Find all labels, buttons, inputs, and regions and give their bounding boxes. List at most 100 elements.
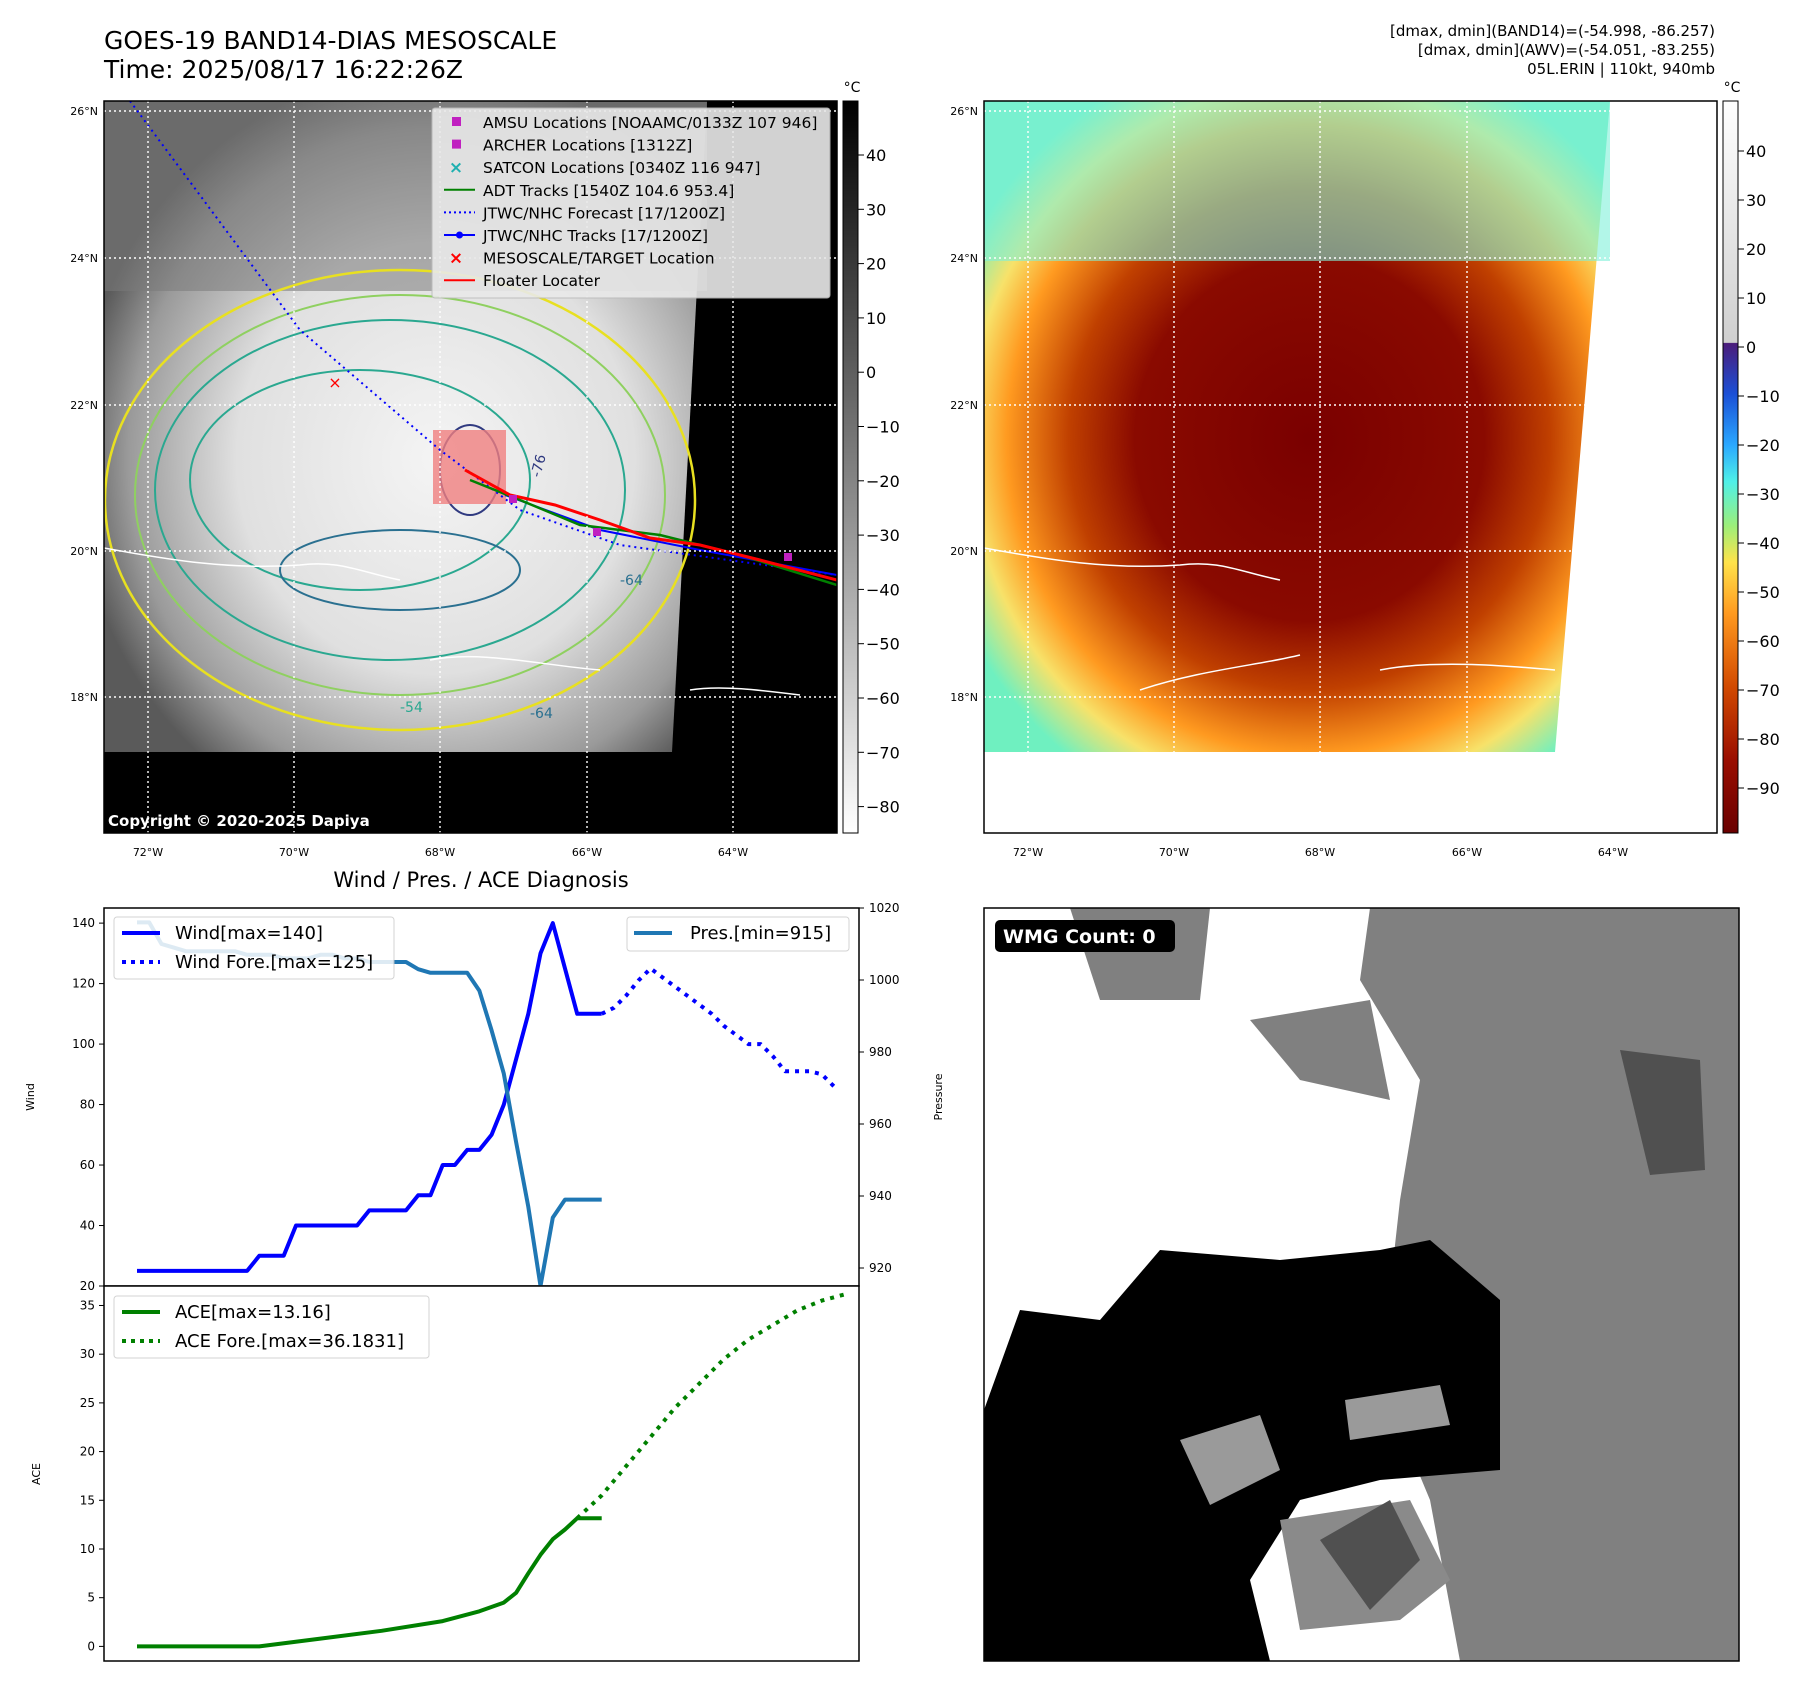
figure-title: GOES-19 BAND14-DIAS MESOSCALE Time: 2025…	[104, 26, 557, 84]
pressure-axis-label: Pressure	[932, 1073, 945, 1120]
color-tick-label-6: −20	[1746, 436, 1780, 455]
wmg-count-label: WMG Count: 0	[1003, 926, 1156, 948]
legend-label-4: JTWC/NHC Forecast [17/1200Z]	[482, 204, 725, 222]
contour-label-3: -54	[400, 700, 423, 716]
wind-axis-label: Wind	[24, 1083, 37, 1111]
wind-ytick-label-4: 100	[72, 1037, 95, 1051]
lat-label-20: 20°N	[70, 545, 98, 558]
color-tick-label-5: −10	[1746, 387, 1780, 406]
ace-fore-legend-label: ACE Fore.[max=36.1831]	[175, 1331, 404, 1352]
gray-tick-label-5: −10	[866, 418, 900, 437]
lon2-label-68: 68°W	[1305, 846, 1335, 859]
gray-tick-label-9: −50	[866, 635, 900, 654]
color-tick-label-4: 0	[1746, 338, 1756, 357]
lon-label-64: 64°W	[718, 846, 748, 859]
legend-marker-2: ×	[449, 158, 463, 178]
lon2-label-72: 72°W	[1013, 846, 1043, 859]
floater-track	[464, 468, 837, 582]
upper-band-color	[984, 101, 1610, 261]
gray-tick-label-4: 0	[866, 363, 876, 382]
ace-ytick-label-2: 10	[80, 1542, 95, 1556]
contour-label-4: -64	[530, 706, 553, 722]
pres-ytick-label-2: 960	[869, 1117, 892, 1131]
legend-label-5: JTWC/NHC Tracks [17/1200Z]	[482, 227, 708, 245]
legend-label-7: Floater Locater	[483, 272, 601, 290]
wind-legend-label: Wind[max=140]	[175, 923, 323, 944]
color-tick-label-12: −80	[1746, 730, 1780, 749]
pres-ytick-label-5: 1020	[869, 901, 900, 915]
legend-label-6: MESOSCALE/TARGET Location	[483, 250, 715, 268]
ace-chart: 0 5 10 15 20 25 30 35 ACE ACE[max=13.16] ACE Fo…	[30, 1285, 860, 1662]
stats-line-3: 05L.ERIN | 110kt, 940mb	[1527, 60, 1715, 78]
gray-colorbar-unit: °C	[844, 80, 861, 96]
copyright-label: Copyright © 2020-2025 Dapiya	[108, 812, 370, 830]
wind-series-0	[137, 921, 602, 1273]
map-frame-color	[983, 100, 1718, 834]
pres-ytick-label-4: 1000	[869, 973, 900, 987]
coastline-gray	[104, 547, 801, 696]
lat2-label-18: 18°N	[950, 691, 978, 704]
wind-series-1	[600, 966, 836, 1088]
map2-axis-labels: 26°N 24°N 22°N 20°N 18°N 72°W 70°W 68°W …	[950, 105, 1628, 859]
ace-ytick-label-7: 35	[80, 1298, 95, 1312]
pres-ytick-label-0: 920	[869, 1261, 892, 1275]
wind-ytick-label-3: 80	[80, 1098, 95, 1112]
lon-label-70: 70°W	[279, 846, 309, 859]
lat2-label-26: 26°N	[950, 105, 978, 118]
contour-label-2: -64	[620, 573, 643, 589]
satellite-image-color	[984, 101, 1610, 752]
gray-tick-label-0: 40	[866, 146, 886, 165]
pres-ytick-label-3: 980	[869, 1045, 892, 1059]
lat2-label-22: 22°N	[950, 399, 978, 412]
lat-label-26: 26°N	[70, 105, 98, 118]
gray-tick-label-12: −80	[866, 798, 900, 817]
contour-blue	[279, 529, 521, 611]
wmg-dark-lower	[1320, 1500, 1420, 1610]
ace-ytick-label-6: 30	[80, 1347, 95, 1361]
ir-color-map	[983, 100, 1718, 834]
lon2-label-70: 70°W	[1159, 846, 1189, 859]
lat-label-18: 18°N	[70, 691, 98, 704]
wmg-dark-patch	[1620, 1050, 1705, 1175]
legend-dot-5	[456, 231, 463, 239]
lon-label-72: 72°W	[133, 846, 163, 859]
map-legend: AMSU Locations [NOAAMC/0133Z 107 946] ARC…	[431, 107, 831, 299]
legend-label-0: AMSU Locations [NOAAMC/0133Z 107 946]	[483, 114, 817, 132]
gridlines-color	[984, 101, 1717, 833]
pres-legend-box	[626, 916, 850, 952]
ace-axis-label: ACE	[30, 1463, 43, 1485]
wind-fore-legend-label: Wind Fore.[max=125]	[175, 952, 373, 973]
color-tick-label-3: 10	[1746, 289, 1766, 308]
legend-label-1: ARCHER Locations [1312Z]	[483, 137, 692, 155]
gray-tick-label-11: −70	[866, 743, 900, 762]
target-marker: ×	[328, 373, 341, 392]
lat-label-22: 22°N	[70, 399, 98, 412]
color-colorbar: °C 40 30 20 10 0 −10 −20 −30 −40 −50 −60 −70 −80 −90	[1722, 80, 1780, 834]
amsu-marker	[593, 528, 601, 536]
legend-marker-0	[452, 117, 461, 126]
lon-label-66: 66°W	[572, 846, 602, 859]
wind-ytick-label-6: 140	[72, 916, 95, 930]
contour-teal	[154, 319, 626, 661]
lon-label-68: 68°W	[425, 846, 455, 859]
wmg-frame	[983, 907, 1740, 1662]
contour-lightgreen	[134, 294, 666, 696]
ace-legend-box	[113, 1295, 430, 1359]
lat2-label-20: 20°N	[950, 545, 978, 558]
ace-series-0	[137, 1516, 602, 1649]
lon2-label-66: 66°W	[1452, 846, 1482, 859]
amsu-marker-2	[784, 553, 792, 561]
gray-tick-label-8: −40	[866, 580, 900, 599]
color-tick-label-1: 30	[1746, 191, 1766, 210]
gray-tick-label-3: 10	[866, 309, 886, 328]
contour-yellow	[104, 268, 697, 732]
gray-tick-label-7: −30	[866, 526, 900, 545]
map1-axis-labels: 26°N 24°N 22°N 20°N 18°N 72°W 70°W 68°W …	[70, 105, 748, 859]
color-tick-label-7: −30	[1746, 485, 1780, 504]
coastline-color	[984, 547, 1556, 691]
gray-tick-label-10: −60	[866, 689, 900, 708]
wind-ytick-label-1: 40	[80, 1219, 95, 1233]
ace-ytick-label-1: 5	[87, 1591, 95, 1605]
color-colorbar-bar	[1722, 100, 1739, 834]
